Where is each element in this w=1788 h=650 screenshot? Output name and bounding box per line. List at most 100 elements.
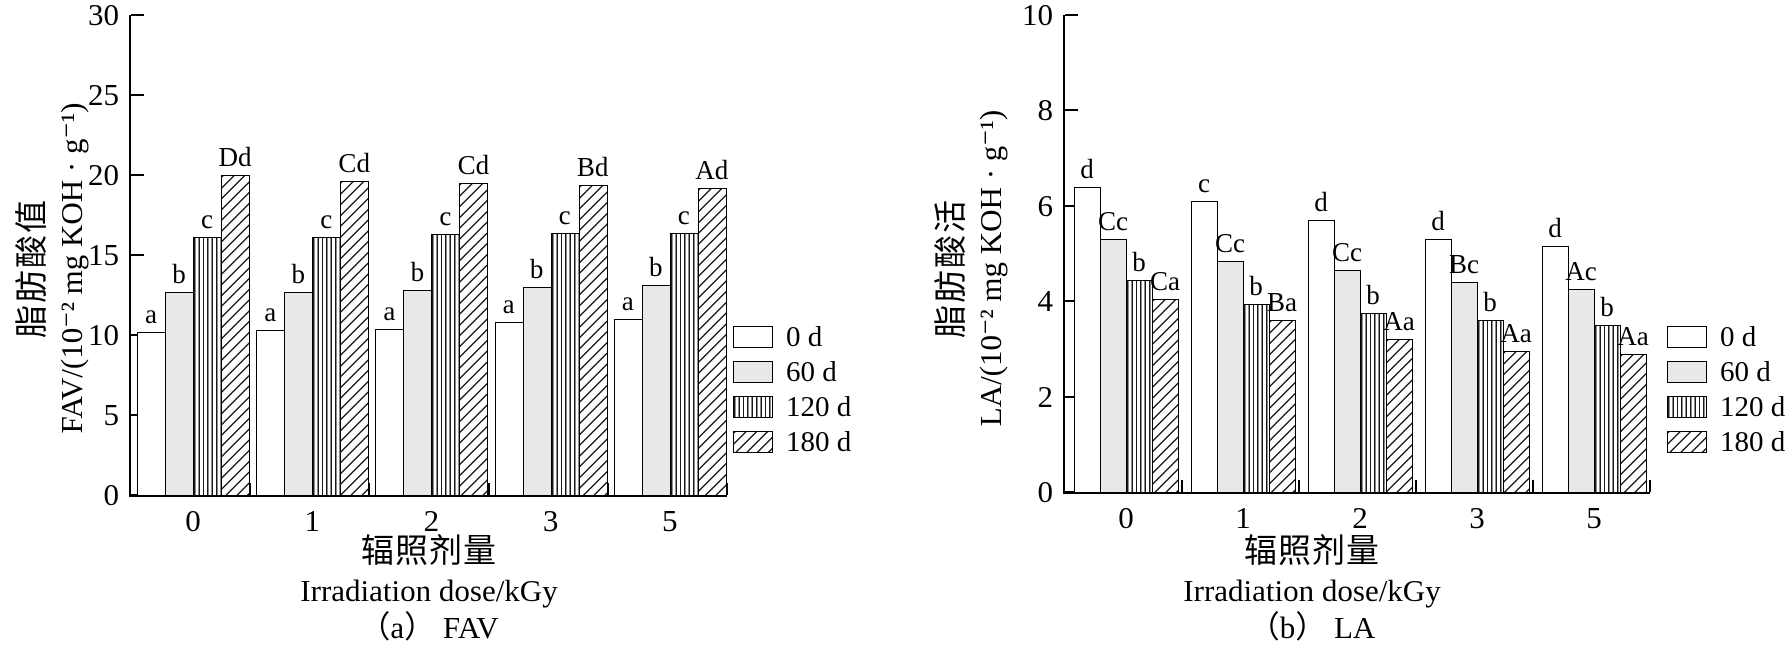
x-category-label: 2 xyxy=(423,503,440,538)
significance-letter: Ca xyxy=(1150,265,1180,296)
significance-letter: b xyxy=(1483,287,1497,318)
x-axis-label-zh: 辐照剂量 xyxy=(1244,534,1380,570)
bar-120d-dose2 xyxy=(431,234,461,496)
significance-letter: c xyxy=(439,201,452,232)
bar-120d-dose1 xyxy=(1243,303,1270,493)
y-tick-label: 2 xyxy=(1037,378,1054,414)
x-axis-label-en: Irradiation dose/kGy xyxy=(1183,573,1441,608)
significance-letter: b xyxy=(1132,246,1146,277)
y-tick-label: 0 xyxy=(1037,474,1054,509)
y-tick-label: 5 xyxy=(103,397,120,432)
x-axis-label-en: Irradiation dose/kGy xyxy=(300,573,558,608)
x-axis xyxy=(129,495,727,497)
y-tick-label: 8 xyxy=(1037,92,1054,128)
bar-180d-dose5 xyxy=(1620,353,1647,493)
y-tick-label: 15 xyxy=(88,237,119,272)
x-tick-mark xyxy=(1649,480,1651,492)
legend-item: 60 d xyxy=(1667,356,1788,391)
y-tick-mark xyxy=(1065,14,1078,16)
y-tick-mark xyxy=(1065,300,1078,303)
bar-60d-dose1 xyxy=(1217,260,1244,493)
significance-letter: c xyxy=(201,204,213,235)
legend-item: 180 d xyxy=(1667,426,1788,461)
significance-letter: c xyxy=(320,204,333,235)
y-tick-mark xyxy=(1065,395,1078,398)
significance-letter: b xyxy=(1249,270,1263,301)
legend-label: 60 d xyxy=(1720,356,1771,388)
bar-180d-dose3 xyxy=(1503,351,1530,493)
x-tick-mark xyxy=(726,483,728,495)
bar-180d-dose0 xyxy=(1152,298,1179,493)
legend-swatch-180d xyxy=(733,431,773,453)
y-tick-label: 4 xyxy=(1037,283,1054,319)
legend-label: 0 d xyxy=(786,321,823,353)
significance-letter: Ad xyxy=(695,154,729,185)
x-category-label: 3 xyxy=(542,503,559,538)
bar-0d-dose0 xyxy=(1074,186,1101,493)
significance-letter: Ba xyxy=(1267,287,1297,318)
bar-0d-dose5 xyxy=(1542,246,1569,493)
significance-letter: a xyxy=(621,286,634,316)
bar-180d-dose1 xyxy=(340,181,370,496)
y-tick-label: 20 xyxy=(88,157,119,192)
legend-label: 60 d xyxy=(786,356,837,388)
bar-120d-dose3 xyxy=(550,232,580,496)
significance-letter: b xyxy=(529,254,544,284)
bar-60d-dose3 xyxy=(522,287,552,496)
y-tick-label: 6 xyxy=(1037,187,1054,223)
significance-letter: Aa xyxy=(1383,306,1415,337)
y-axis-label-zh: 脂肪酸活 xyxy=(934,198,970,338)
x-category-label: 3 xyxy=(1469,500,1485,535)
bar-0d-dose2 xyxy=(1308,220,1335,493)
y-tick-mark xyxy=(1065,109,1078,112)
legend-item: 120 d xyxy=(733,391,933,426)
bar-180d-dose1 xyxy=(1269,320,1296,493)
y-tick-mark xyxy=(1065,204,1078,207)
significance-letter: b xyxy=(410,257,425,288)
significance-letter: Cc xyxy=(1215,227,1245,258)
x-tick-mark xyxy=(1415,480,1417,492)
x-tick-mark xyxy=(249,483,252,495)
bar-60d-dose5 xyxy=(1568,289,1595,493)
significance-letter: Cc xyxy=(1332,237,1362,268)
significance-letter: d xyxy=(1080,153,1094,184)
y-axis xyxy=(1063,15,1065,494)
bar-60d-dose3 xyxy=(1451,282,1478,493)
legend-swatch-60d xyxy=(1667,361,1707,383)
bar-60d-dose0 xyxy=(1100,239,1127,493)
significance-letter: c xyxy=(558,199,571,230)
bar-120d-dose1 xyxy=(312,237,342,496)
x-tick-mark xyxy=(1532,480,1534,492)
bar-180d-dose2 xyxy=(1386,339,1413,493)
bar-120d-dose0 xyxy=(193,237,222,496)
y-tick-label: 0 xyxy=(103,477,120,512)
y-tick-mark xyxy=(131,94,144,96)
legend-item: 60 d xyxy=(733,356,933,391)
y-tick-label: 25 xyxy=(88,77,119,112)
significance-letter: Bc xyxy=(1449,249,1479,280)
significance-letter: b xyxy=(291,258,305,289)
significance-letter: Bd xyxy=(576,151,609,182)
significance-letter: Aa xyxy=(1500,318,1532,349)
significance-letter: Aa xyxy=(1617,320,1649,351)
significance-letter: d xyxy=(1431,206,1445,237)
x-tick-mark xyxy=(487,483,490,495)
bar-180d-dose3 xyxy=(578,184,608,496)
x-category-label: 1 xyxy=(1235,500,1251,535)
y-tick-label: 10 xyxy=(88,317,119,352)
significance-letter: Cc xyxy=(1098,206,1128,237)
x-category-label: 2 xyxy=(1352,500,1368,535)
x-axis xyxy=(1063,492,1650,494)
significance-letter: a xyxy=(145,298,157,329)
significance-letter: d xyxy=(1548,213,1562,244)
x-category-label: 5 xyxy=(662,503,678,538)
bar-120d-dose0 xyxy=(1126,279,1153,493)
legend-item: 0 d xyxy=(1667,321,1788,356)
bar-60d-dose2 xyxy=(1334,270,1361,493)
y-tick-label: 10 xyxy=(1022,0,1053,32)
significance-letter: a xyxy=(502,289,515,320)
x-tick-mark xyxy=(1298,480,1300,492)
significance-letter: b xyxy=(649,252,663,283)
significance-letter: a xyxy=(383,295,396,326)
significance-letter: a xyxy=(264,297,277,328)
